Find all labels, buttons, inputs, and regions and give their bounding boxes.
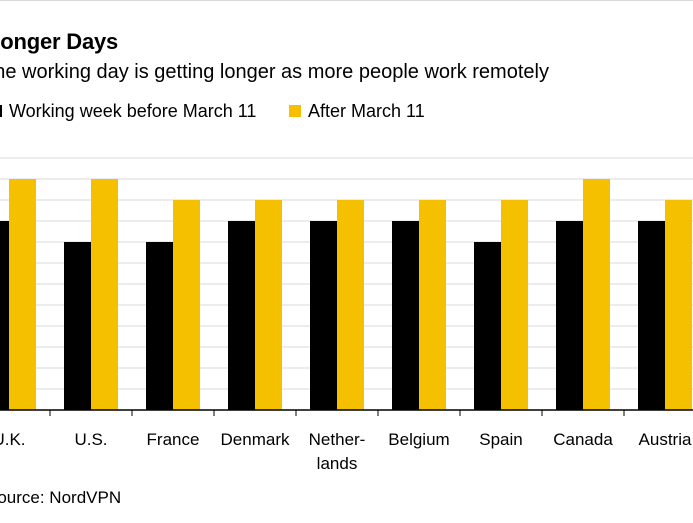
bar-before [0,221,9,410]
category-label: Canada [553,430,613,449]
category-label: France [147,430,200,449]
legend-label-before: Working week before March 11 [9,100,257,121]
bar-after [501,200,528,410]
bar-after [173,200,200,410]
category-label: Austria [639,430,692,449]
legend: Working week before March 11 After March… [0,99,693,123]
bar-before [310,221,337,410]
bar-before [638,221,665,410]
bar-before [556,221,583,410]
legend-item-after: After March 11 [289,99,425,123]
source-note: Source: NordVPN [0,488,122,507]
bar-before [228,221,255,410]
bar-before [64,242,91,410]
legend-item-before: Working week before March 11 [0,99,256,123]
chart-title: Longer Days [0,29,119,54]
bar-before [474,242,501,410]
bar-after [255,200,282,410]
bar-after [91,179,118,410]
bar-after [419,200,446,410]
bar-after [583,179,610,410]
top-rule [0,0,693,1]
bar-after [665,200,692,410]
category-label: U.K. [0,430,26,449]
category-label: Belgium [388,430,449,449]
chart-subtitle: The working day is getting longer as mor… [0,61,549,83]
bar-chart: U.K. U.S. France Denmark Nether-lands Belgium… [0,157,693,473]
bar-after [9,179,36,410]
legend-label-after: After March 11 [308,100,425,121]
category-label: U.S. [74,430,107,449]
category-label: Denmark [221,430,290,449]
category-label: Spain [479,430,522,449]
legend-swatch-after [289,105,301,117]
bar-before [392,221,419,410]
bar-before [146,242,173,410]
legend-swatch-before [0,105,2,117]
category-label: Nether-lands [309,430,366,473]
bar-after [337,200,364,410]
